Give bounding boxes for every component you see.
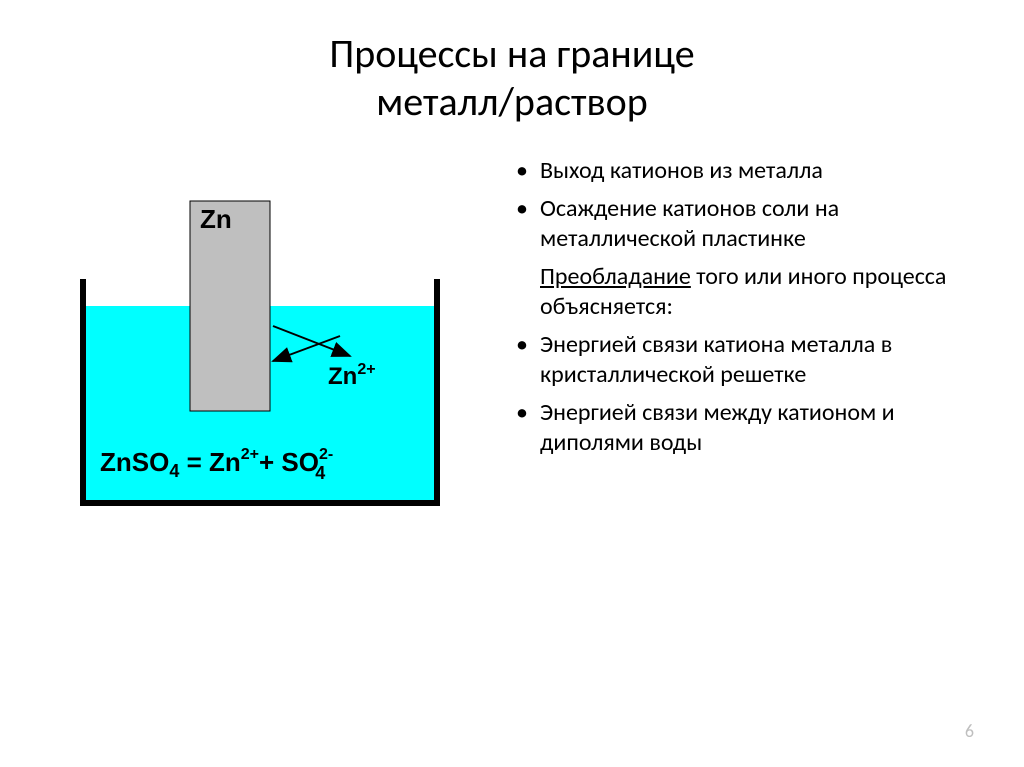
slide: Процессы на границе металл/раствор Zn xyxy=(0,0,1024,767)
bullet-item-4: Энергией связи между катионом и диполями… xyxy=(510,398,964,458)
intro-line: Преобладание того или иного процесса объ… xyxy=(510,262,964,322)
title-line-1: Процессы на границе xyxy=(329,29,694,78)
bullet-item-1: Выход катионов из металла xyxy=(510,156,964,186)
content-row: Zn Zn2+ ZnSO4 = Zn2++ SO2-4 Выход катион… xyxy=(60,156,964,526)
title-line-2: металл/раствор xyxy=(376,77,648,126)
bullet-list: Выход катионов из металла Осаждение кати… xyxy=(510,156,964,458)
intro-underlined: Преобладание xyxy=(540,262,691,291)
bullet-item-2: Осаждение катионов соли на металлической… xyxy=(510,194,964,254)
slide-title: Процессы на границе металл/раствор xyxy=(60,30,964,126)
electrode-diagram: Zn Zn2+ ZnSO4 = Zn2++ SO2-4 xyxy=(60,186,460,526)
bullet-item-3: Энергией связи катиона металла в кристал… xyxy=(510,330,964,390)
text-column: Выход катионов из металла Осаждение кати… xyxy=(510,156,964,526)
zn-label: Zn xyxy=(200,204,232,234)
diagram-column: Zn Zn2+ ZnSO4 = Zn2++ SO2-4 xyxy=(60,156,480,526)
page-number: 6 xyxy=(965,720,974,742)
